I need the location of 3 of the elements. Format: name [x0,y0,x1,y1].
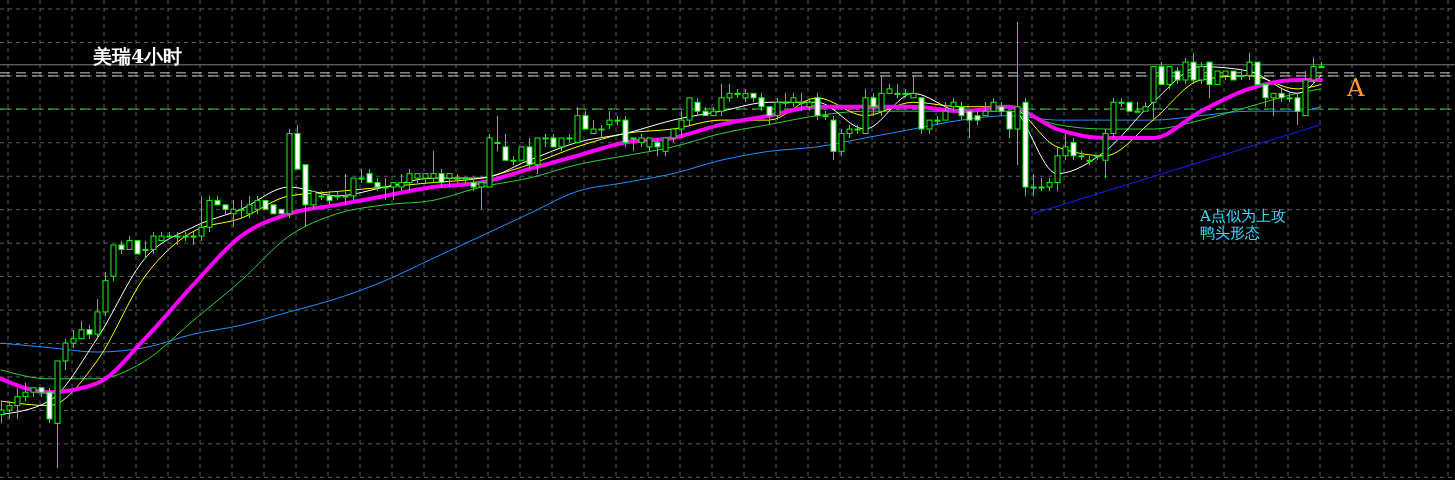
annotation: A点似为上攻鸭头形态 [1199,207,1286,243]
text: A [1346,74,1365,102]
text: 美瑞4小时 [92,45,183,67]
